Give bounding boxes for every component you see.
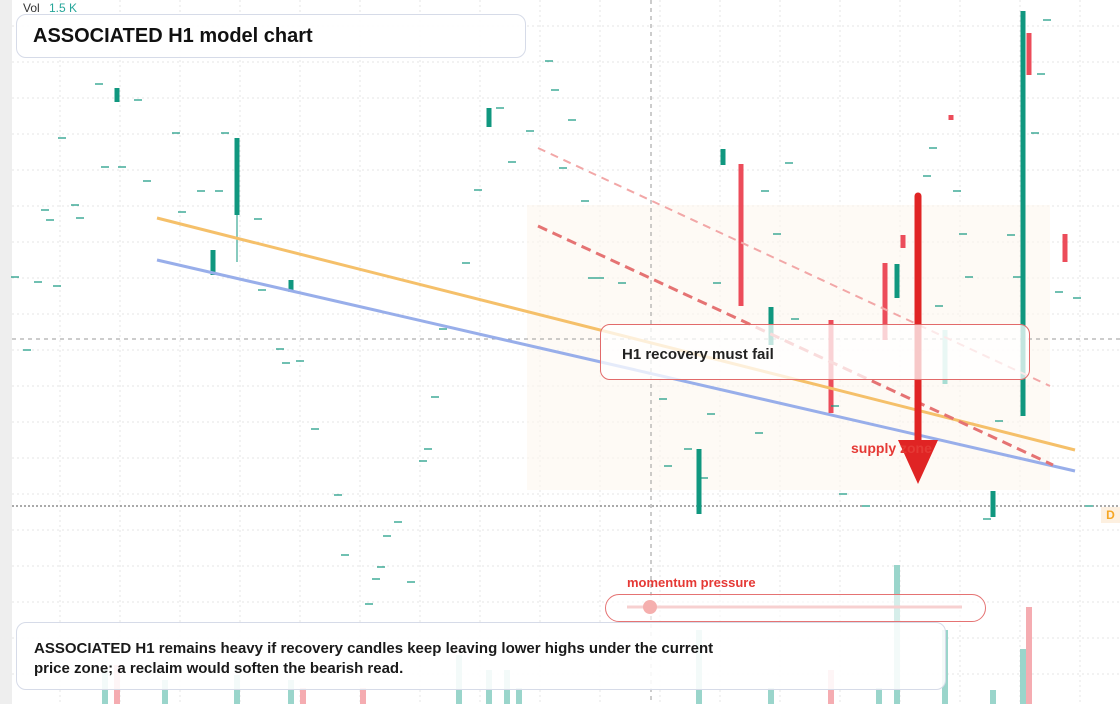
candle [894,264,900,298]
volume-bar [1020,649,1026,704]
title-card: ASSOCIATED H1 model chart [16,14,526,58]
candle [900,235,906,248]
volume-bar [990,690,996,704]
candle [948,115,954,120]
note-text: ASSOCIATED H1 remains heavy if recovery … [34,640,714,677]
dashed-channel-light [537,147,1051,387]
volume-bar [300,688,306,704]
candle [234,138,240,215]
candle [288,280,294,292]
price-marker: D [1101,507,1120,523]
zone-label: supply zone [851,440,932,456]
candle [210,250,216,275]
candle [738,164,744,306]
note-card: ASSOCIATED H1 remains heavy if recovery … [16,622,946,690]
candle [114,88,120,102]
candle [990,491,996,517]
title: ASSOCIATED H1 model chart [33,25,313,47]
candle [720,149,726,165]
volume-bar [162,680,168,704]
volume-label: Vol [23,1,40,15]
slider-frame [605,594,986,622]
candle [882,263,888,340]
volume-bar [876,688,882,704]
volume-bar [516,688,522,704]
volume-value: 1.5 K [49,1,78,15]
candle [1062,234,1068,262]
volume-bar [288,680,294,704]
callout-card: H1 recovery must fail [600,324,1030,380]
left-strip [0,0,12,704]
volume-bar [1026,607,1032,704]
momentum-label: momentum pressure [627,575,756,590]
candle [1020,11,1026,416]
candle [486,108,492,127]
arrow-head [898,440,938,484]
candle [696,449,702,514]
candle [1026,33,1032,75]
callout-text: H1 recovery must fail [622,346,774,363]
volume-bar [768,688,774,704]
volume-bar [360,688,366,704]
dashed-channel [537,224,1054,467]
